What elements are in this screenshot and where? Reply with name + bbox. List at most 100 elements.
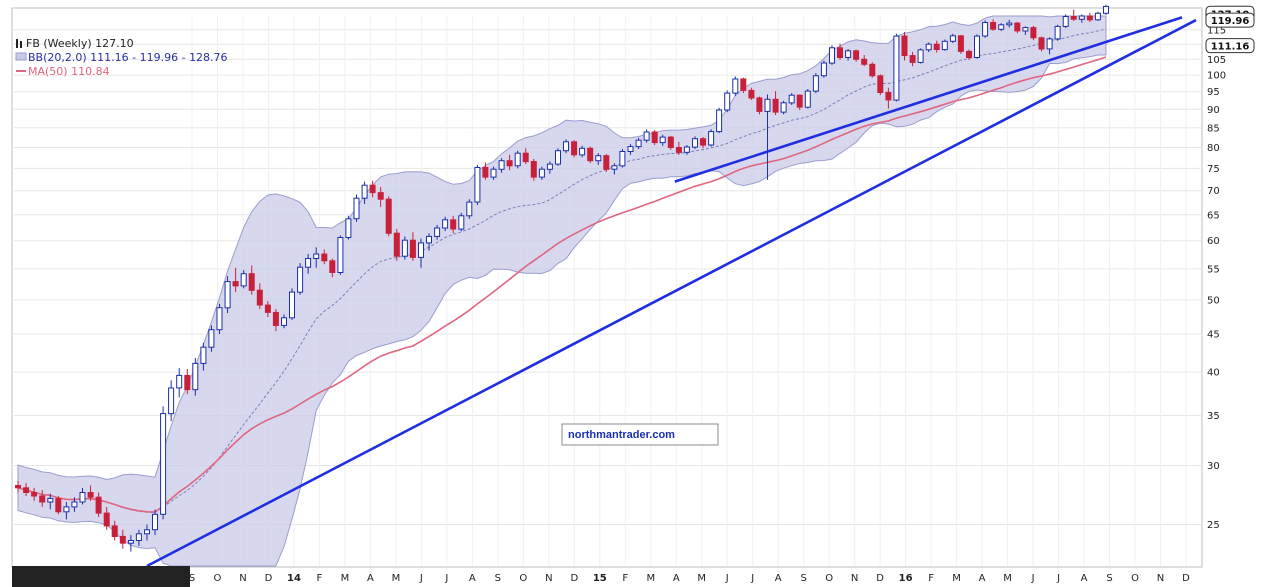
x-tick-label: 15 [593, 573, 607, 584]
candle-body [506, 160, 513, 167]
candle-body [804, 90, 811, 108]
candle-body [893, 35, 900, 101]
x-axis-ticks: S O N D 14 F M A M J J A S O N D 15 F M A M J J A S O N D 16 F M A M J J A S… [189, 573, 1190, 584]
candle-body [111, 525, 118, 538]
candle-body [1022, 27, 1029, 32]
x-tick-label: J [750, 573, 754, 584]
y-tick-label: 100 [1207, 71, 1226, 82]
x-tick-label: N [545, 573, 552, 584]
x-tick-label: M [1003, 573, 1012, 584]
candle-body [853, 50, 860, 60]
y-tick-label: 50 [1207, 295, 1220, 306]
candle-body [651, 131, 658, 144]
upper-trendline [674, 16, 1183, 183]
candle-body [1094, 12, 1101, 21]
candle-body [546, 163, 553, 170]
price-badge [1205, 12, 1255, 28]
candle-body [1086, 15, 1093, 21]
y-tick-label: 35 [1207, 411, 1220, 422]
candle-body [627, 146, 634, 153]
candle-body [667, 136, 674, 149]
price-badge [1205, 38, 1255, 54]
ma-legend-swatch [16, 70, 26, 72]
candle-body [595, 155, 602, 162]
y-tick-label: 85 [1207, 123, 1220, 134]
candle-body [837, 47, 843, 58]
watermark: northmantrader.com [561, 423, 719, 446]
x-tick-label: O [214, 573, 222, 584]
candle-body [321, 253, 328, 262]
candle-body [643, 131, 650, 141]
candle-body [127, 540, 134, 544]
candle-body [563, 141, 569, 152]
y-tick-label: 45 [1207, 329, 1220, 340]
candle-body [603, 155, 610, 170]
x-tick-label: 16 [899, 573, 913, 584]
plot-frame [11, 7, 1203, 568]
candle-body [39, 495, 46, 503]
candle-body [474, 167, 481, 203]
candle-body [208, 329, 215, 348]
candle-body [1014, 22, 1021, 32]
candle-body [724, 92, 731, 111]
x-tick-label: A [367, 573, 374, 584]
candle-body [393, 232, 400, 257]
x-tick-label: J [444, 573, 448, 584]
candle-body [184, 374, 191, 391]
candle-body [176, 374, 183, 389]
price-badge-label: 119.96 [1211, 16, 1250, 27]
candle-body [240, 273, 247, 287]
candle-body [434, 227, 441, 237]
x-tick-label: J [419, 573, 423, 584]
x-tick-label: J [1056, 573, 1060, 584]
candle-body [168, 387, 175, 415]
x-tick-label: O [825, 573, 833, 584]
y-tick-label: 105 [1207, 55, 1226, 66]
candle-body [305, 258, 312, 268]
candle-body [297, 266, 304, 293]
candle-body [369, 184, 376, 194]
candle-body [377, 192, 384, 200]
y-tick-label: 75 [1207, 164, 1220, 175]
candle-body [498, 160, 505, 170]
candle-body [401, 239, 408, 257]
candle-body [885, 91, 892, 101]
bb-legend-swatch [15, 52, 27, 61]
candle-body [289, 291, 295, 319]
x-tick-label: N [1157, 573, 1164, 584]
candle-body [530, 161, 537, 178]
candle-body [708, 131, 715, 146]
candle-body [15, 485, 21, 489]
candle-body [901, 35, 908, 57]
candle-body [329, 260, 336, 273]
candle-body [160, 413, 167, 515]
x-tick-label: S [495, 573, 501, 584]
candle-body [31, 492, 38, 497]
x-tick-label: D [570, 573, 578, 584]
candle-body [700, 138, 706, 146]
y-tick-label: 25 [1207, 520, 1220, 531]
candle-body [812, 75, 819, 92]
y-tick-label: 30 [1207, 461, 1220, 472]
candle-body [982, 22, 989, 37]
candle-body [95, 496, 102, 514]
candle-body [23, 487, 30, 493]
x-tick-label: M [697, 573, 706, 584]
y-tick-label: 40 [1207, 368, 1220, 379]
candle-body [409, 239, 416, 258]
candle-body [450, 219, 457, 230]
candle-body [490, 168, 497, 178]
candle-body [974, 35, 980, 58]
candle-body [216, 307, 223, 331]
x-tick-label: A [979, 573, 986, 584]
ma-legend-label: MA(50) 110.84 [28, 65, 110, 78]
candle-body [47, 497, 54, 503]
candle-body [635, 139, 642, 148]
chart-legend: FB (Weekly) 127.10 BB(20,2.0) 111.16 - 1… [15, 37, 228, 78]
candle-body [119, 535, 126, 544]
candle-body [482, 167, 489, 178]
candle-body [256, 289, 263, 306]
candle-body [748, 89, 755, 99]
ma-50-line [17, 56, 1107, 513]
